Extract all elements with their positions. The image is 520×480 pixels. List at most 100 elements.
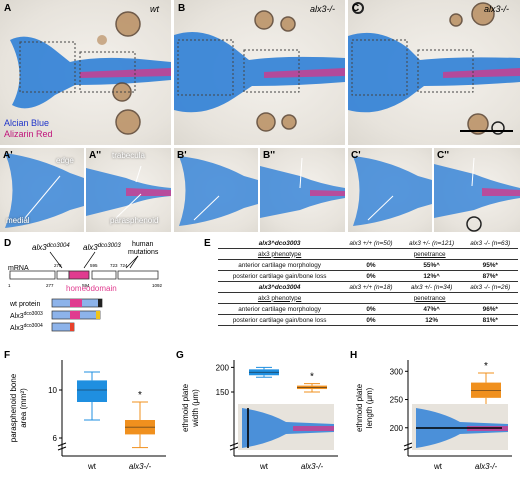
prot2-tail <box>70 323 74 331</box>
panel-letter-h: H <box>350 350 358 361</box>
x-category-label: wt <box>87 462 97 471</box>
cell-value: 47%^ <box>400 303 463 315</box>
y-tick-label: 200 <box>390 424 404 433</box>
label-edge: edge <box>56 156 74 165</box>
alizarin-red-label: Alizarin Red <box>4 129 53 139</box>
pos-277: 277 <box>46 283 54 288</box>
pos-723: 723 <box>110 263 118 268</box>
axis-break <box>229 442 239 447</box>
x-category-label: alx3-/- <box>475 462 498 471</box>
label-parasphenoid: parasphenoid <box>110 216 159 225</box>
wt-protein-homeodomain <box>70 299 82 307</box>
y-tick-label: 6 <box>53 434 58 443</box>
panel-c1-image <box>348 148 432 232</box>
label-medial: medial <box>6 216 30 225</box>
panel-b1-drawing <box>179 156 258 226</box>
row-label: anterior cartilage morphology <box>218 303 342 315</box>
y-axis-title-line1: ethmoid plate <box>355 383 364 432</box>
allele1-label: alx3dco3004 <box>32 243 70 252</box>
cell-value: 0% <box>341 270 401 282</box>
gene-diagram: alx3dco3004 alx3dco3003 human mutations … <box>8 241 163 332</box>
table-row: alx3 phenotype penetrance <box>218 292 518 304</box>
pos-1: 1 <box>8 283 11 288</box>
x-category-label: alx3-/- <box>301 462 324 471</box>
table-row: alx3 phenotype penetrance <box>218 248 518 260</box>
pos-594: 594 <box>82 283 90 288</box>
panel-letter-c: C <box>352 3 360 14</box>
phenotype-label: alx3 phenotype <box>218 248 342 260</box>
exon2-homeobox <box>68 270 90 280</box>
cell-value: 0% <box>341 314 401 326</box>
col-header: alx3 +/+ (n=50) <box>341 238 401 249</box>
genotype-label-c: alx3-/- <box>484 4 510 14</box>
panel-letter-b: B <box>178 3 186 14</box>
panel-b-image <box>174 0 345 145</box>
pos-595: 595 <box>90 263 98 268</box>
cell-value: 81%* <box>462 314 518 326</box>
pos-278: 278 <box>54 263 62 268</box>
panel-a-drawing <box>10 11 171 135</box>
cell-value: 87%* <box>462 270 518 282</box>
axis-break <box>57 446 67 451</box>
cell-value: 95%* <box>462 259 518 271</box>
label-trabecula: trabecula <box>112 151 145 160</box>
box-body <box>77 380 107 402</box>
axis-break <box>403 442 413 447</box>
row-label: posterior cartilage gain/bone loss <box>218 314 342 326</box>
y-tick-label: 200 <box>216 363 230 372</box>
x-category-label: wt <box>259 462 269 471</box>
y-axis-title-line2: width (μm) <box>191 389 200 428</box>
axis-break <box>403 446 413 451</box>
cell-value: 0% <box>341 303 401 315</box>
exon2-left <box>56 270 70 280</box>
panel-a1-image <box>0 148 84 232</box>
prot1-homeodomain <box>70 311 80 319</box>
x-category-label: alx3-/- <box>129 462 152 471</box>
y-tick-label: 10 <box>48 386 57 395</box>
mutations-label: mutations <box>128 249 159 256</box>
col-header: alx3 +/+ (n=18) <box>341 281 401 293</box>
panel-letter-c1: C' <box>351 150 361 161</box>
prot2-label: Alx3dco3004 <box>10 323 43 332</box>
y-axis-title-line1: ethmoid plate <box>181 383 190 432</box>
y-tick-label: 250 <box>390 396 404 405</box>
panel-b1-image <box>174 148 258 232</box>
table-row: alx3^dco3003 alx3 +/+ (n=50) alx3 +/- (n… <box>218 238 518 249</box>
y-axis-title: parasphenoid bonearea (mm²) <box>9 373 28 442</box>
y-axis-title-line2: length (μm) <box>365 387 374 428</box>
wt-protein-tail <box>98 299 102 307</box>
axis-break <box>229 446 239 451</box>
panel-a-image <box>0 0 171 145</box>
table-row: posterior cartilage gain/bone loss 0% 12… <box>218 270 518 282</box>
panel-letter-g: G <box>176 350 184 361</box>
panel-letter-f: F <box>4 350 11 361</box>
col-header: alx3 +/- (n=121) <box>400 238 463 249</box>
significance-star: * <box>484 361 488 372</box>
genotype-label-b: alx3-/- <box>310 4 336 14</box>
inset-bone <box>293 426 334 431</box>
exon4 <box>117 270 159 280</box>
panel-c-drawing <box>348 2 520 135</box>
panel-letter-a1: A' <box>3 150 13 161</box>
panel-c2-image <box>434 148 520 232</box>
allele2-label: alx3dco3003 <box>83 243 121 252</box>
homeodomain-label: homeodomain <box>66 284 117 293</box>
table-row: posterior cartilage gain/bone loss 0% 12… <box>218 314 518 326</box>
y-axis-title: ethmoid platelength (μm) <box>355 383 374 432</box>
panel-c1-drawing <box>353 156 432 226</box>
table-row: alx3^dco3004 alx3 +/+ (n=18) alx3 +/- (n… <box>218 281 518 293</box>
allele-header: alx3^dco3004 <box>218 281 342 293</box>
col-header: alx3 -/- (n=26) <box>462 281 518 293</box>
exon1 <box>9 270 56 280</box>
col-header: alx3 +/- (n=34) <box>400 281 463 293</box>
col-header: alx3 -/- (n=63) <box>462 238 518 249</box>
cell-value: 0% <box>341 259 401 271</box>
cell-value: 55%^ <box>400 259 463 271</box>
x-category-label: wt <box>433 462 443 471</box>
mrna-label: mRNA <box>8 265 29 272</box>
axis-break <box>57 442 67 447</box>
chart-h: ethmoid platelength (μm) 300 250 200 wt alx3-… <box>355 360 512 471</box>
panel-a2-image <box>86 148 171 232</box>
pos-724: 724 <box>120 263 128 268</box>
panel-letter-c2: C'' <box>437 150 449 161</box>
